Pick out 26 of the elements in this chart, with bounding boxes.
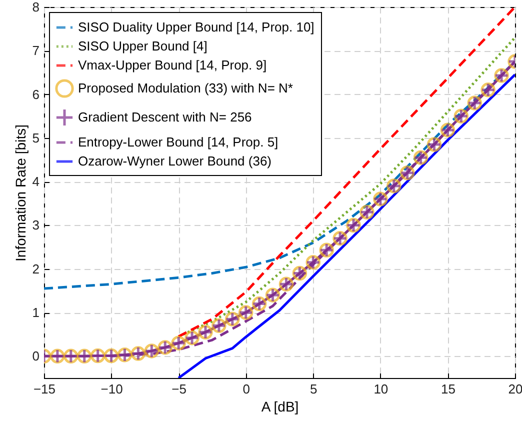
y-tick-label: 7 [32,43,40,58]
legend-label: Entropy-Lower Bound [14, Prop. 5] [78,134,278,150]
legend-label: Vmax-Upper Bound [14, Prop. 9] [78,58,267,72]
y-tick-label: 8 [32,0,40,14]
x-tick-label: −15 [33,382,56,396]
x-tick-label: −10 [100,382,123,396]
legend-label: SISO Duality Upper Bound [14, Prop. 10] [78,20,314,34]
y-tick-label: 5 [32,130,40,146]
y-tick-label: 3 [32,218,40,233]
x-tick-label: −5 [172,382,186,396]
legend-label: SISO Upper Bound [4] [78,38,208,54]
legend-label: Proposed Modulation (33) with N= N* [78,80,293,96]
y-tick-label: 4 [32,174,40,190]
legend-label: Ozarow-Wyner Lower Bound (36) [78,154,272,168]
y-tick-label: 6 [32,86,40,102]
y-axis-title: Information Rate [bits] [12,124,28,262]
legend-label: Gradient Descent with N= 256 [78,110,252,124]
x-tick-label: 10 [374,382,388,396]
y-tick-label: 0 [32,348,40,364]
y-tick-label: 2 [32,261,40,276]
x-axis-title: A [dB] [261,398,299,414]
x-tick-label: 15 [440,382,456,396]
x-tick-label: 0 [242,382,250,396]
y-tick-label: 1 [32,305,40,320]
x-tick-label: 5 [310,382,318,396]
x-tick-label: 20 [508,382,522,396]
